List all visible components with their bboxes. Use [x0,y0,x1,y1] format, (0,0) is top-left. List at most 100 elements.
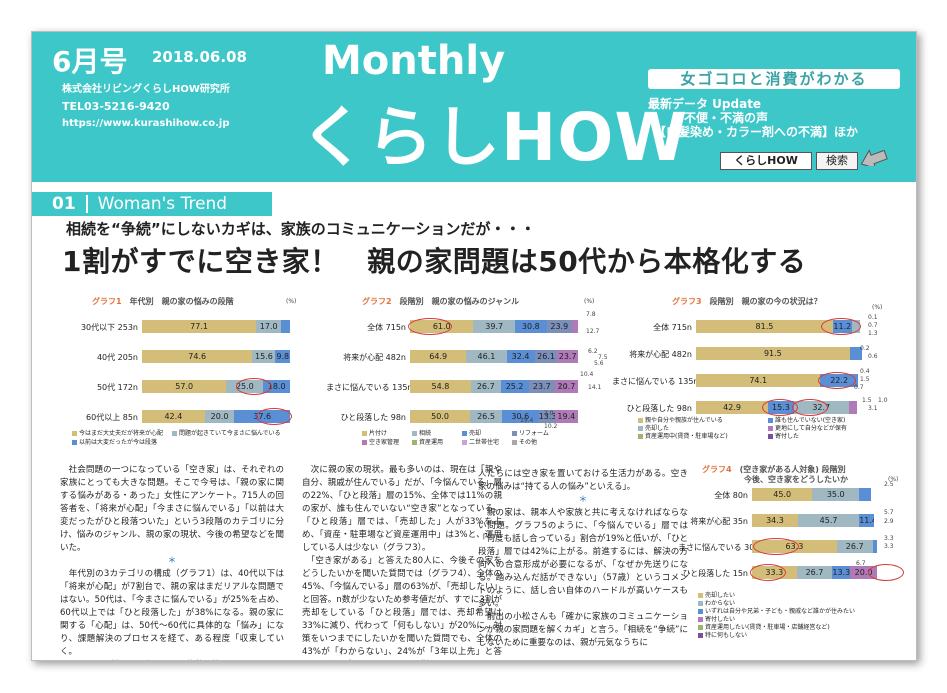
data-label: 2.5 [884,481,894,488]
legend-item: 問題が起きていて今まさに悩んでいる [172,430,281,438]
graph3-unit: (%) [872,304,883,311]
data-label: 12.7 [586,328,600,335]
article-column-2: 次に親の家の現状。最も多いのは、現在は「親や自分、親戚が住んでいる」だが、「今悩… [302,464,502,660]
article-column-3: 人たちには空き家を置いておける生活力がある。空き家の悩みは“持てる人の悩み”とい… [478,468,688,660]
legend-item: 親や自分や親族が住んでいる [638,417,723,425]
legend-item: 空き家管理 [362,439,399,447]
search-input[interactable]: くらしHOW [720,152,812,170]
bar-segment: 54.8 [410,380,471,393]
bar-segment: 25.2 [500,380,529,393]
bar-segment: 57.0 [142,380,227,393]
legend-swatch [698,601,703,606]
bar-label: まさに悩んでいる 135n [612,377,699,386]
legend-item: 片付け [362,430,387,438]
legend-swatch [362,440,367,445]
bar-segment: 20.0 [204,410,235,423]
legend-swatch [698,609,703,614]
legend-text: 資産運用 [419,439,444,446]
article-paragraph: 社会問題の一つになっている「空き家」は、それぞれの家族にとっても大きな問題。そこ… [60,465,284,553]
bar-segment: 9.8 [275,350,290,363]
data-label: 0.2 [860,345,870,352]
legend-swatch [412,440,417,445]
graph4-unit: (%) [888,476,899,483]
bar-segment: 34.3 [752,514,798,527]
legend-item: いずれは自分や兄弟・子ども・親戚など誰かが住みたい [698,608,855,616]
legend-text: 以前は大変だったが今は段落 [79,439,158,446]
tagline: 女ゴコロと消費がわかる [648,69,900,89]
bar-segment [571,320,578,333]
bar-segment: 17.0 [256,320,282,333]
graph2-unit: (%) [584,298,595,305]
data-label: 1.5 [860,376,870,383]
bar-segment: 35.0 [812,488,860,501]
legend-text: 売却 [469,430,482,437]
update-info: 最新データ Update 不便・不満の声 【白髪染め・カラー剤への不満】ほか [648,97,859,139]
legend-swatch [72,431,77,436]
phone-number: TEL03-5216-9420 [62,100,170,113]
highlight-circle [256,408,292,425]
bar-segment: 74.6 [142,350,253,363]
legend-swatch [512,440,517,445]
data-label: 3.3 [884,535,894,542]
data-label: 19.4 [520,417,534,424]
legend-text: わからない [705,600,736,607]
data-label: 0.1 [868,314,878,321]
bar-segment: 15.6 [252,350,276,363]
bar-row: 74.6 15.6 9.8 [142,350,290,363]
paragraph-divider: ＊ [167,556,177,566]
bar-segment: 19.4 [554,410,578,423]
data-label: 3.1 [868,405,878,412]
legend-text: 売却したい [705,592,736,599]
bar-label: まさに悩んでいる 30 n [678,543,762,552]
bar-label: 全体 80n [714,491,748,500]
legend-item: 特に何もしない [698,632,747,640]
search-button[interactable]: 検索 [816,152,858,170]
legend-item: 売却した [638,425,669,433]
graph1-number: グラフ1 [92,297,122,306]
legend-text: 相続 [419,430,432,437]
legend-swatch [698,617,703,622]
bar-segment [281,320,290,333]
bar-segment [848,401,858,414]
legend-swatch [362,431,367,436]
highlight-circle [753,538,799,555]
bar-segment: 26.1 [534,350,558,363]
highlight-circle [792,399,828,416]
graph1-unit: (%) [286,298,297,305]
legend-item: 売却 [462,430,481,438]
legend-swatch [698,593,703,598]
bar-label: 全体 715n [367,323,406,332]
bar-row: 77.1 17.0 [142,320,290,333]
legend-text: 寄付した [775,433,800,440]
website-url[interactable]: https://www.kurashihow.co.jp [62,118,230,129]
bar-row: 50.026.530.613.319.4 [410,410,578,423]
bar-label: まさに悩んでいる 135n [326,383,413,392]
legend-text: 寄付したい [705,616,736,623]
bar-segment: 23.7 [528,380,555,393]
newsletter-page: 6月号 2018.06.08 株式会社リビングくらしHOW研究所 TEL03-5… [31,31,917,661]
bar-segment: 26.7 [836,540,873,553]
legend-swatch [512,431,517,436]
bar-row: 64.9 46.1 32.4 26.1 23.7 [410,350,578,363]
company-name: 株式会社リビングくらしHOW研究所 [62,84,230,95]
bar-segment: 45.7 [797,514,860,527]
data-label: 2.9 [884,518,894,525]
section-number: 01 [52,194,76,214]
legend-text: 資産運用中(賃貸・駐車場など) [645,433,728,440]
bar-segment: 26.7 [470,380,501,393]
highlight-circle [750,564,786,581]
legend-swatch [698,633,703,638]
highlight-circle [408,318,452,335]
graph3-label: 段階別 親の家の今の状況は？ [709,297,822,306]
article-headline: 1割がすでに空き家！ 親の家問題は50代から本格化する [62,245,807,278]
legend-item: 更地にして自分などが保有 [768,425,847,433]
graph4-label2: 今後、空き家をどうしたいか [744,475,848,484]
bar-label: 全体 715n [653,323,692,332]
legend-text: 特に何もしない [705,632,748,639]
legend-swatch [72,440,77,445]
bar-segment: 20.7 [554,380,578,393]
data-label: 6.2 [588,348,598,355]
legend-text: 空き家管理 [369,439,400,446]
bar-segment: 30.8 [514,320,547,333]
data-label: 5.6 [594,360,604,367]
